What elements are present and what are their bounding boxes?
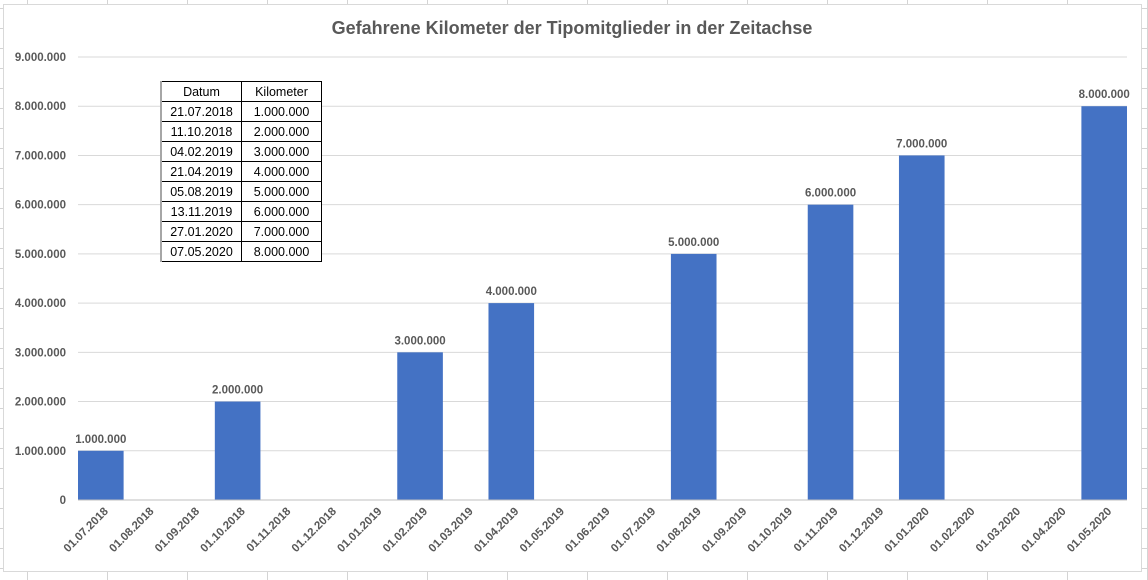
cell-datum: 05.08.2019 bbox=[160, 181, 242, 202]
y-tick-label: 3.000.000 bbox=[15, 347, 66, 359]
y-tick-label: 8.000.000 bbox=[15, 101, 66, 113]
bar[interactable] bbox=[214, 401, 261, 500]
chart-title: Gefahrene Kilometer der Tipomitglieder i… bbox=[332, 18, 813, 38]
x-tick-label: 01.11.2018 bbox=[245, 505, 294, 554]
x-tick-label: 01.10.2018 bbox=[199, 505, 249, 555]
bar[interactable] bbox=[670, 253, 717, 500]
cell-kilometer: 8.000.000 bbox=[241, 241, 322, 262]
cell-kilometer: 2.000.000 bbox=[241, 121, 322, 142]
x-tick-label: 01.02.2020 bbox=[928, 506, 977, 555]
cell-datum: 07.05.2020 bbox=[160, 241, 242, 262]
table-row: 11.10.2018 2.000.000 bbox=[160, 121, 322, 142]
table-row: 13.11.2019 6.000.000 bbox=[160, 201, 322, 222]
x-tick-label: 01.05.2020 bbox=[1065, 506, 1114, 555]
x-tick-label: 01.01.2019 bbox=[335, 506, 384, 555]
cell-kilometer: 4.000.000 bbox=[241, 161, 322, 182]
cell-kilometer: 7.000.000 bbox=[241, 221, 322, 242]
x-tick-label: 01.04.2020 bbox=[1020, 506, 1069, 555]
cell-kilometer: 3.000.000 bbox=[241, 141, 322, 162]
header-kilometer: Kilometer bbox=[241, 81, 322, 102]
x-tick-label: 01.02.2019 bbox=[381, 506, 430, 555]
x-tick-label: 01.07.2018 bbox=[62, 505, 112, 555]
x-tick-label: 01.09.2019 bbox=[700, 506, 749, 555]
cell-kilometer: 6.000.000 bbox=[241, 201, 322, 222]
cell-datum: 27.01.2020 bbox=[160, 221, 242, 242]
x-tick-label: 01.08.2018 bbox=[107, 505, 157, 555]
table-row: 21.07.2018 1.000.000 bbox=[160, 101, 322, 122]
data-label: 1.000.000 bbox=[75, 434, 126, 446]
table-row: 27.01.2020 7.000.000 bbox=[160, 221, 322, 242]
y-tick-label: 9.000.000 bbox=[15, 52, 66, 64]
bar[interactable] bbox=[397, 352, 443, 500]
x-tick-label: 01.06.2019 bbox=[563, 506, 612, 555]
x-tick-label: 01.11.2019 bbox=[792, 506, 841, 555]
y-tick-label: 0 bbox=[60, 495, 66, 507]
y-tick-label: 4.000.000 bbox=[15, 298, 66, 310]
cell-datum: 11.10.2018 bbox=[160, 121, 242, 142]
data-label: 3.000.000 bbox=[394, 335, 445, 347]
x-tick-label: 01.12.2019 bbox=[837, 506, 886, 555]
cell-kilometer: 5.000.000 bbox=[241, 181, 322, 202]
cell-datum: 13.11.2019 bbox=[160, 201, 242, 222]
y-tick-label: 6.000.000 bbox=[15, 200, 66, 212]
x-tick-label: 01.07.2019 bbox=[609, 506, 658, 555]
data-table: Datum Kilometer 21.07.2018 1.000.000 11.10… bbox=[160, 81, 322, 262]
x-tick-label: 01.12.2018 bbox=[290, 505, 340, 555]
data-label: 8.000.000 bbox=[1079, 89, 1130, 101]
y-tick-label: 1.000.000 bbox=[15, 446, 66, 458]
table-row: 05.08.2019 5.000.000 bbox=[160, 181, 322, 202]
table-header-row: Datum Kilometer bbox=[160, 81, 322, 102]
bar[interactable] bbox=[1081, 106, 1127, 500]
cell-kilometer: 1.000.000 bbox=[241, 101, 322, 122]
cell-datum: 04.02.2019 bbox=[160, 141, 242, 162]
data-label: 5.000.000 bbox=[668, 237, 719, 249]
header-datum: Datum bbox=[160, 81, 242, 102]
data-label: 6.000.000 bbox=[805, 188, 856, 200]
x-tick-label: 01.08.2019 bbox=[655, 506, 704, 555]
data-label: 2.000.000 bbox=[212, 385, 263, 397]
x-tick-label: 01.10.2019 bbox=[746, 506, 795, 555]
x-tick-label: 01.03.2019 bbox=[427, 506, 476, 555]
data-label: 7.000.000 bbox=[896, 138, 947, 150]
data-label: 4.000.000 bbox=[486, 286, 537, 298]
x-tick-label: 01.09.2018 bbox=[153, 505, 203, 555]
x-tick-label: 01.05.2019 bbox=[518, 506, 567, 555]
x-tick-label: 01.03.2020 bbox=[974, 506, 1023, 555]
cell-datum: 21.04.2019 bbox=[160, 161, 242, 182]
bar[interactable] bbox=[807, 204, 854, 500]
bar[interactable] bbox=[898, 155, 945, 500]
table-row: 04.02.2019 3.000.000 bbox=[160, 141, 322, 162]
x-tick-label: 01.01.2020 bbox=[883, 506, 932, 555]
cell-datum: 21.07.2018 bbox=[160, 101, 242, 122]
bar[interactable] bbox=[488, 303, 535, 500]
table-row: 21.04.2019 4.000.000 bbox=[160, 161, 322, 182]
x-tick-label: 01.04.2019 bbox=[472, 506, 521, 555]
y-tick-label: 5.000.000 bbox=[15, 249, 66, 261]
y-tick-label: 7.000.000 bbox=[15, 150, 66, 162]
y-tick-label: 2.000.000 bbox=[15, 397, 66, 409]
table-row: 07.05.2020 8.000.000 bbox=[160, 241, 322, 262]
bar[interactable] bbox=[78, 450, 124, 500]
